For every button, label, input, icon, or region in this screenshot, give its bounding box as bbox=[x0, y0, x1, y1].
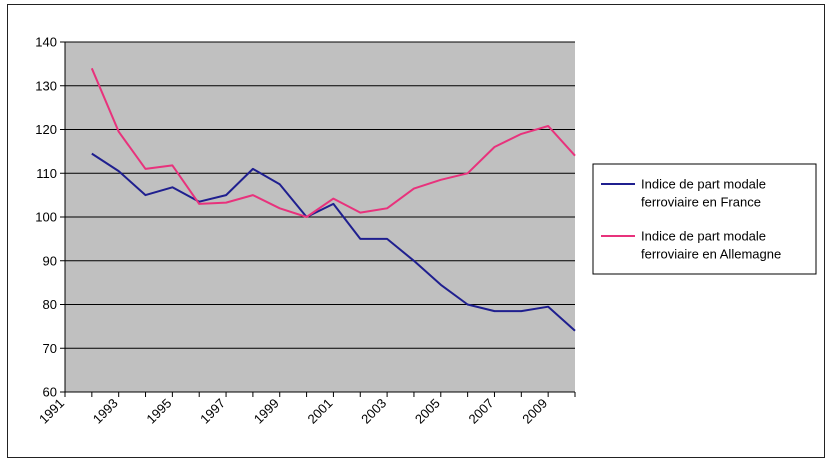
x-tick-label: 2003 bbox=[358, 396, 389, 427]
legend: Indice de part modale ferroviaire en Fran… bbox=[601, 177, 781, 262]
series-line-allemagne bbox=[90, 67, 576, 218]
y-tick-label: 140 bbox=[35, 35, 57, 50]
y-axis: 60 70 80 90 100 110 120 130 140 bbox=[35, 35, 66, 400]
series-lines bbox=[90, 67, 576, 332]
x-tick-label: 1991 bbox=[36, 396, 67, 427]
legend-label: ferroviaire en Allemagne bbox=[641, 247, 781, 262]
y-tick-label: 70 bbox=[43, 341, 57, 356]
y-tick-label: 60 bbox=[43, 385, 57, 400]
legend-label: Indice de part modale bbox=[641, 177, 766, 192]
x-tick-label: 2007 bbox=[466, 396, 497, 427]
x-axis: 1991 1993 1995 1997 1999 2001 2003 2005 2007 2009 bbox=[36, 391, 576, 427]
x-tick-label: 2001 bbox=[304, 396, 335, 427]
x-tick-label: 1997 bbox=[197, 396, 228, 427]
legend-label: ferroviaire en France bbox=[641, 195, 761, 210]
legend-label: Indice de part modale bbox=[641, 229, 766, 244]
x-tick-label: 2009 bbox=[519, 396, 550, 427]
legend-box bbox=[592, 163, 817, 275]
gridlines bbox=[65, 41, 575, 393]
x-tick-label: 1995 bbox=[143, 396, 174, 427]
x-tick-label: 2005 bbox=[412, 396, 443, 427]
x-tick-label: 1993 bbox=[90, 396, 121, 427]
y-tick-label: 80 bbox=[43, 297, 57, 312]
series-line-france bbox=[91, 152, 576, 332]
y-tick-label: 130 bbox=[35, 78, 57, 93]
y-tick-label: 120 bbox=[35, 122, 57, 137]
x-tick-label: 1999 bbox=[251, 396, 282, 427]
y-tick-label: 110 bbox=[36, 166, 57, 181]
y-tick-label: 90 bbox=[43, 253, 57, 268]
y-tick-label: 100 bbox=[35, 210, 57, 225]
